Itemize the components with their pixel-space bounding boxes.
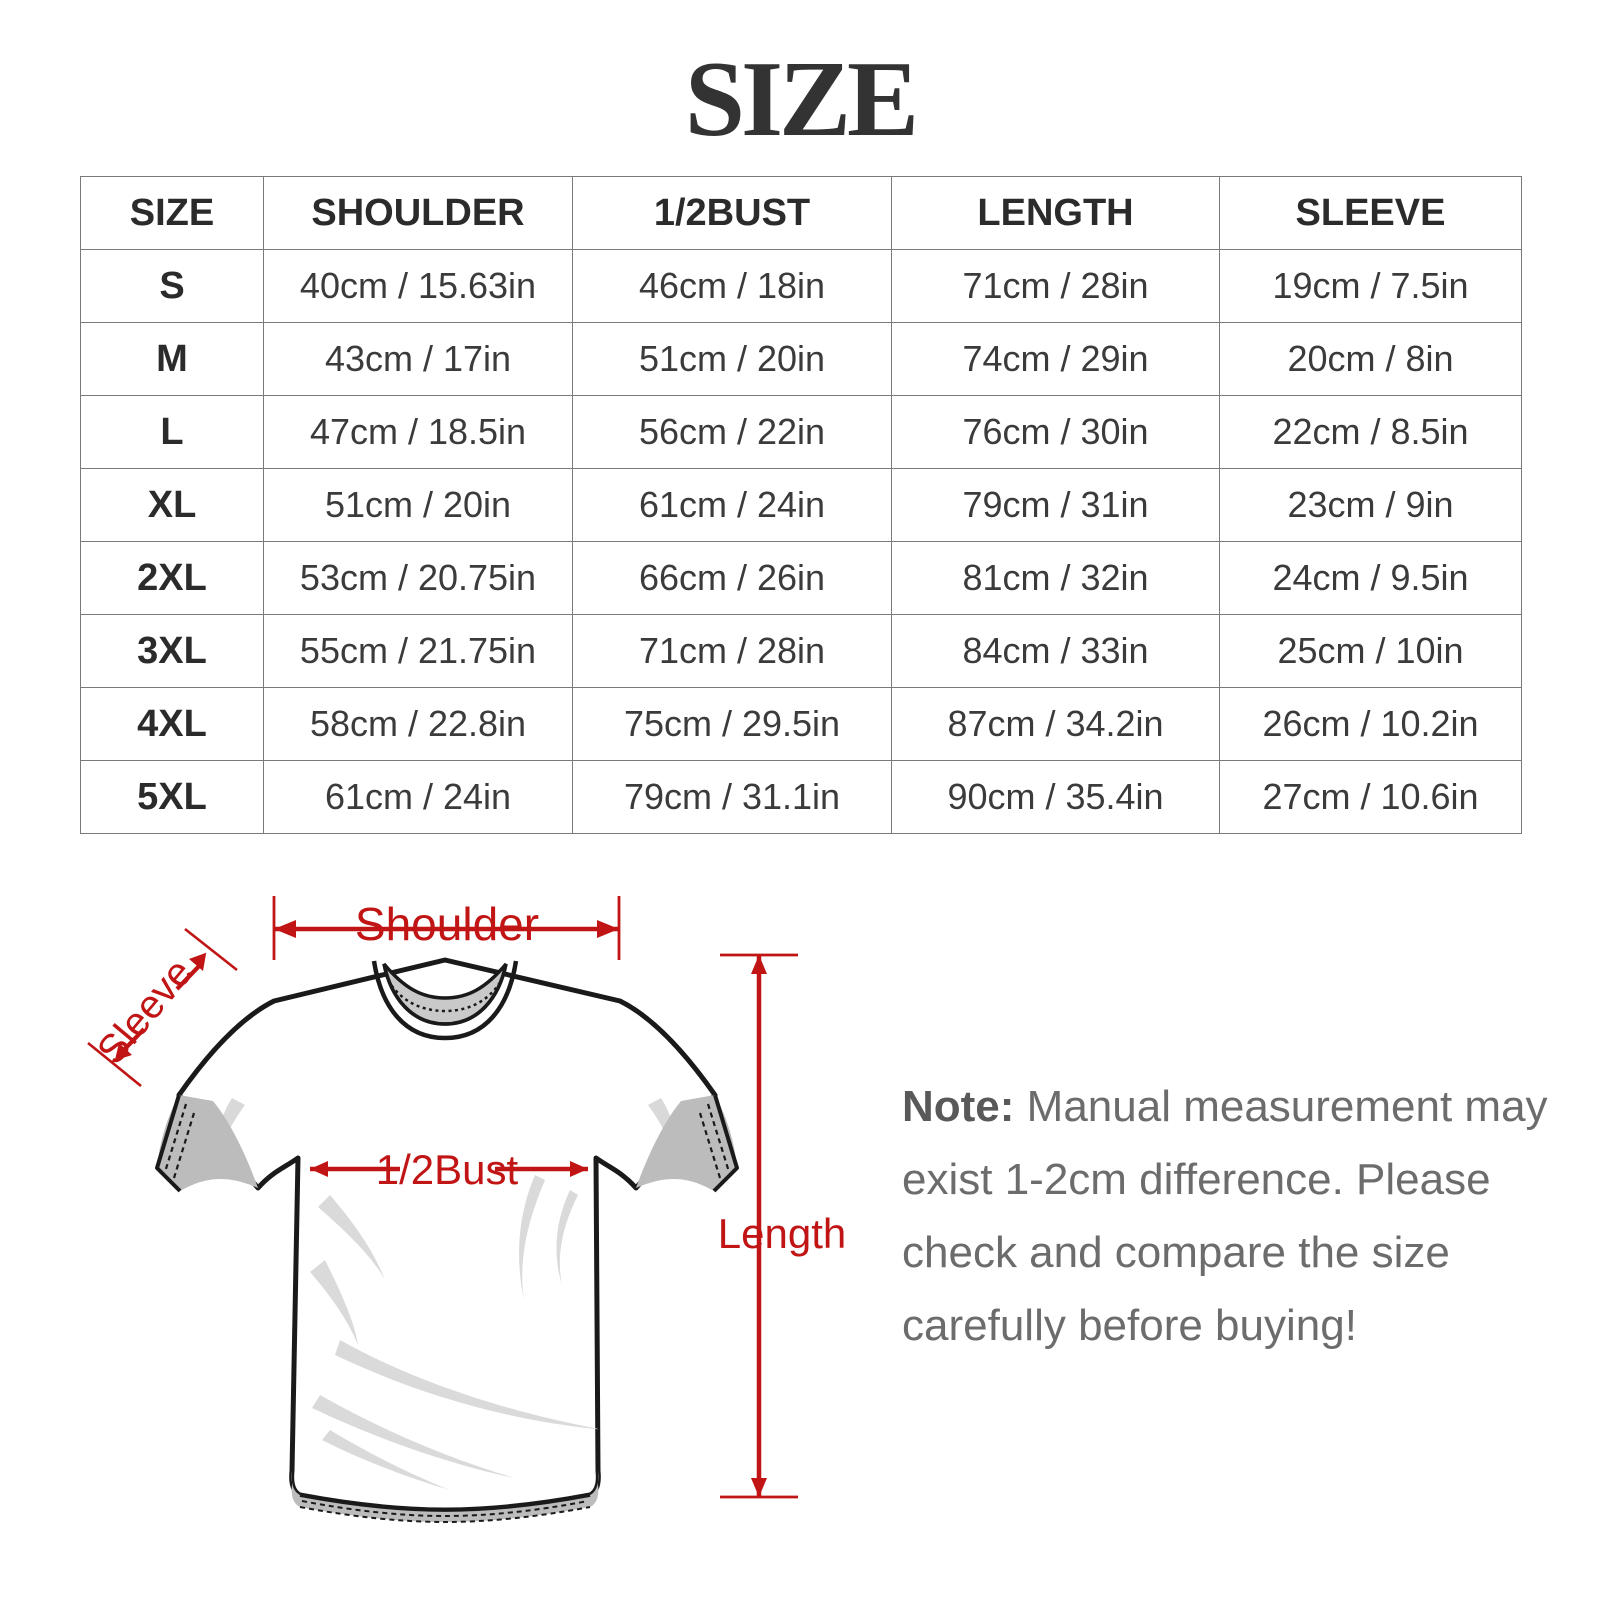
- svg-text:Length: Length: [718, 1210, 846, 1257]
- svg-text:Sleeve: Sleeve: [89, 951, 201, 1073]
- svg-text:1/2Bust: 1/2Bust: [376, 1146, 519, 1193]
- svg-text:Shoulder: Shoulder: [355, 898, 539, 950]
